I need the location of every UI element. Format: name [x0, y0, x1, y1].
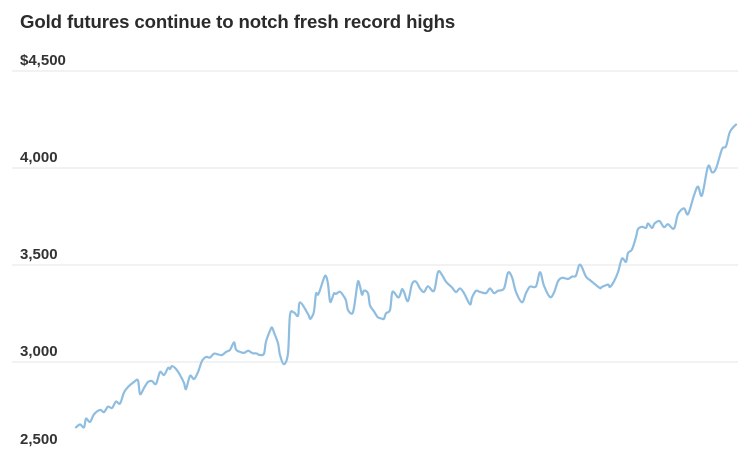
svg-text:$4,500: $4,500	[20, 52, 66, 69]
svg-text:3,000: 3,000	[20, 343, 58, 360]
svg-text:3,500: 3,500	[20, 246, 58, 263]
svg-text:4,000: 4,000	[20, 149, 58, 166]
svg-text:2,500: 2,500	[20, 431, 58, 448]
